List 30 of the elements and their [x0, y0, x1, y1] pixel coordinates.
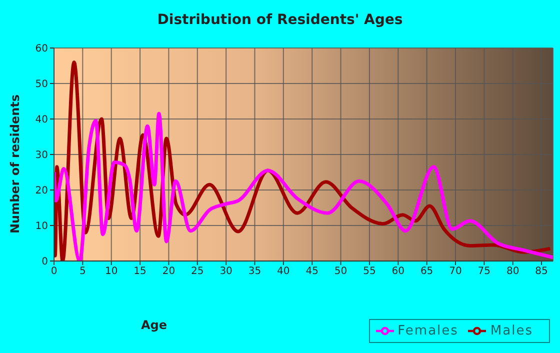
y-tick-label: 50 — [35, 79, 48, 90]
y-tick-label: 30 — [35, 150, 48, 162]
x-tick-label: 60 — [392, 266, 405, 278]
x-tick-label: 70 — [449, 266, 462, 278]
legend-label: Females — [398, 324, 458, 339]
x-tick-label: 20 — [162, 266, 176, 278]
x-tick-label: 35 — [248, 266, 262, 278]
x-tick-label: 0 — [50, 266, 58, 278]
x-axis-title: Age — [140, 318, 168, 332]
y-tick-label: 60 — [35, 44, 48, 55]
x-tick-label: 25 — [191, 266, 204, 278]
x-tick-label: 5 — [79, 266, 86, 278]
x-tick-label: 85 — [535, 266, 548, 278]
x-tick-label: 55 — [363, 266, 376, 278]
x-tick-label: 75 — [478, 266, 491, 278]
x-tick-label: 30 — [220, 266, 232, 278]
x-tick-label: 65 — [420, 266, 434, 278]
legend-label: Males — [490, 324, 533, 339]
x-tick-label: 40 — [277, 266, 290, 278]
x-tick-label: 80 — [506, 266, 520, 278]
y-tick-label: 20 — [35, 186, 48, 197]
chart-title: Distribution of Residents' Ages — [156, 12, 404, 28]
x-tick-label: 50 — [334, 266, 348, 278]
y-tick-label: 40 — [35, 114, 48, 126]
x-tick-label: 45 — [306, 266, 318, 278]
y-tick-label: 0 — [42, 256, 48, 268]
x-tick-label: 15 — [134, 266, 146, 278]
y-axis-title: Number of residents — [8, 93, 22, 236]
x-tick-label: 10 — [104, 266, 118, 278]
y-tick-label: 10 — [35, 221, 48, 232]
